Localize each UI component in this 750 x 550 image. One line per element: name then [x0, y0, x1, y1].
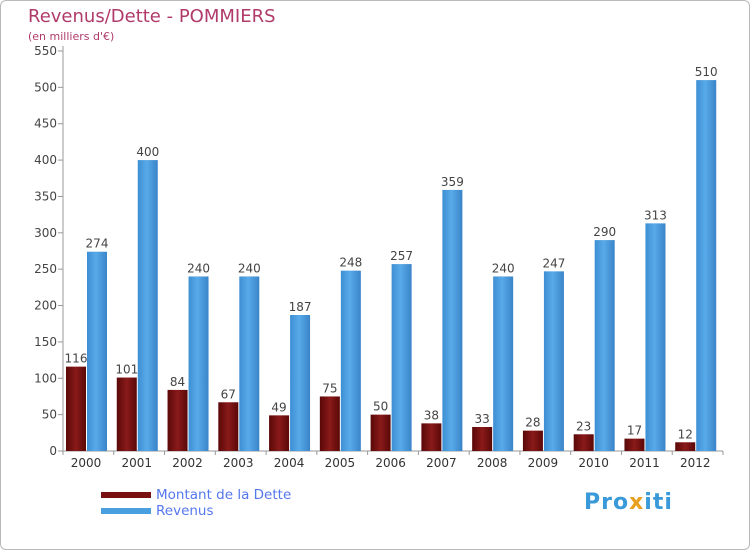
- y-tick-label: 300: [34, 226, 57, 240]
- bar-revenue: [188, 276, 209, 451]
- legend-label-debt: Montant de la Dette: [156, 487, 292, 503]
- data-label-revenue: 247: [542, 256, 565, 270]
- bar-debt: [675, 442, 696, 451]
- logo-part-1: Pro: [584, 490, 630, 515]
- data-label-revenue: 240: [238, 261, 261, 275]
- bar-revenue: [239, 276, 260, 451]
- bar-revenue: [391, 264, 412, 451]
- bar-debt: [116, 377, 137, 451]
- x-tick-label: 2009: [528, 456, 559, 470]
- bar-revenue: [493, 276, 514, 451]
- data-label-revenue: 359: [441, 175, 464, 189]
- logo-part-3: iti: [644, 490, 673, 515]
- y-tick-label: 100: [34, 371, 57, 385]
- bar-debt: [319, 396, 340, 451]
- bar-debt: [218, 402, 239, 451]
- data-label-debt: 38: [424, 408, 439, 422]
- x-tick-label: 2006: [375, 456, 406, 470]
- x-tick-label: 2010: [578, 456, 609, 470]
- x-tick-label: 2007: [426, 456, 457, 470]
- bar-revenue: [290, 315, 311, 451]
- bar-debt: [370, 414, 391, 451]
- data-label-revenue: 290: [593, 225, 616, 239]
- data-label-debt: 67: [221, 387, 236, 401]
- data-label-debt: 116: [65, 352, 88, 366]
- data-label-debt: 75: [322, 381, 337, 395]
- chart-subtitle: (en milliers d'€): [28, 30, 115, 43]
- bar-revenue: [442, 189, 463, 451]
- bar-debt: [573, 434, 594, 451]
- bar-revenue: [137, 160, 158, 451]
- bar-revenue: [594, 240, 615, 451]
- bar-revenue: [645, 223, 666, 451]
- bar-debt: [66, 366, 86, 451]
- x-tick-label: 2012: [680, 456, 711, 470]
- data-label-debt: 23: [576, 419, 591, 433]
- y-tick-label: 350: [34, 189, 57, 203]
- data-label-debt: 33: [475, 412, 490, 426]
- data-label-revenue: 240: [492, 261, 515, 275]
- logo-part-2: x: [629, 490, 645, 515]
- x-tick-label: 2002: [172, 456, 203, 470]
- y-tick-label: 0: [49, 444, 57, 458]
- bar-revenue: [543, 271, 564, 451]
- data-label-revenue: 240: [187, 261, 210, 275]
- data-label-revenue: 400: [136, 145, 159, 159]
- bar-revenue: [87, 251, 107, 451]
- y-tick-label: 400: [34, 153, 57, 167]
- data-label-revenue: 248: [339, 256, 362, 270]
- data-label-revenue: 510: [695, 65, 718, 79]
- data-label-debt: 84: [170, 375, 185, 389]
- legend-item-debt: Montant de la Dette: [101, 487, 291, 503]
- y-tick-label: 150: [34, 335, 57, 349]
- data-label-debt: 49: [271, 400, 286, 414]
- chart-title: Revenus/Dette - POMMIERS: [28, 6, 276, 27]
- data-label-debt: 101: [115, 363, 138, 377]
- bar-debt: [522, 430, 543, 451]
- y-tick-label: 250: [34, 262, 57, 276]
- legend-label-revenue: Revenus: [156, 503, 214, 519]
- y-tick-label: 50: [42, 408, 57, 422]
- x-tick-label: 2008: [477, 456, 508, 470]
- chart-legend: Montant de la Dette Revenus: [101, 487, 291, 519]
- bar-revenue: [340, 270, 361, 451]
- bar-debt: [472, 427, 493, 451]
- data-label-revenue: 313: [644, 208, 667, 222]
- bar-debt: [167, 389, 188, 451]
- data-label-revenue: 274: [86, 237, 109, 251]
- bar-debt: [421, 423, 442, 451]
- x-tick-label: 2003: [223, 456, 254, 470]
- x-tick-label: 2004: [274, 456, 305, 470]
- bar-debt: [269, 415, 290, 451]
- x-tick-label: 2000: [71, 456, 102, 470]
- data-label-debt: 28: [525, 416, 540, 430]
- data-label-debt: 17: [627, 424, 642, 438]
- legend-item-revenue: Revenus: [101, 503, 291, 519]
- legend-swatch-debt: [101, 492, 151, 498]
- x-tick-label: 2001: [121, 456, 152, 470]
- bar-debt: [624, 438, 645, 451]
- x-tick-label: 2011: [629, 456, 660, 470]
- proxiti-logo: Proxiti: [584, 490, 673, 515]
- x-tick-label: 2005: [325, 456, 356, 470]
- data-label-debt: 50: [373, 400, 388, 414]
- legend-swatch-revenue: [101, 508, 151, 514]
- y-tick-label: 500: [34, 80, 57, 94]
- bar-revenue: [696, 80, 717, 451]
- y-tick-label: 200: [34, 299, 57, 313]
- data-label-revenue: 257: [390, 249, 413, 263]
- data-label-revenue: 187: [289, 300, 312, 314]
- y-tick-label: 550: [34, 44, 57, 58]
- y-tick-label: 450: [34, 117, 57, 131]
- data-label-debt: 12: [678, 427, 693, 441]
